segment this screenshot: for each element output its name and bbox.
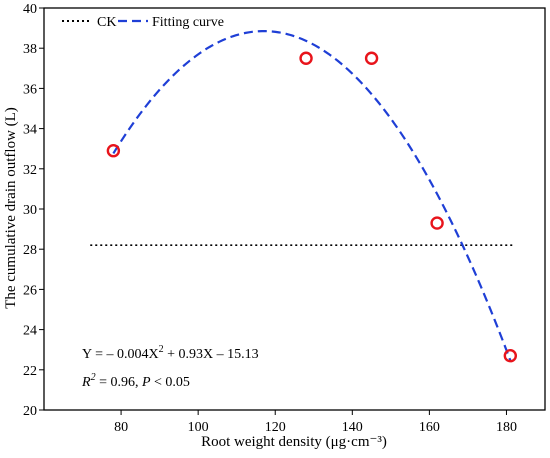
x-tick-label: 120 — [265, 420, 286, 435]
fit-equation-rest: + 0.93X – 15.13 — [164, 347, 259, 362]
legend-ck-label: CK — [97, 15, 116, 30]
data-point — [299, 51, 313, 65]
data-point — [364, 51, 379, 65]
y-tick-label: 24 — [23, 324, 37, 339]
y-tick-label: 38 — [23, 42, 37, 57]
x-tick-label: 140 — [342, 420, 363, 435]
x-tick-label: 80 — [114, 420, 128, 435]
data-point — [503, 349, 518, 363]
fit-equation: Y = – 0.004X2 + 0.93X – 15.13 — [82, 344, 259, 362]
y-tick-label: 30 — [23, 203, 37, 218]
x-tick-label: 160 — [419, 420, 440, 435]
y-tick-label: 40 — [23, 2, 37, 17]
x-tick-label: 100 — [188, 420, 209, 435]
y-tick-label: 22 — [23, 364, 37, 379]
legend-fit-label: Fitting curve — [152, 15, 224, 30]
y-axis: 20 22 24 26 28 30 32 34 36 38 40 — [23, 2, 44, 419]
fit-stats-r: R — [81, 375, 91, 390]
fit-stats-p: P — [141, 375, 151, 390]
data-point — [430, 216, 444, 230]
fit-equation-main: Y = – 0.004X — [82, 347, 159, 362]
data-point — [106, 144, 121, 158]
x-tick-label: 180 — [496, 420, 517, 435]
x-axis: 80 100 120 140 160 180 — [114, 410, 517, 435]
y-tick-label: 34 — [23, 123, 37, 138]
x-axis-title: Root weight density (μg·cm⁻³) — [201, 434, 387, 450]
fit-equation-exp: 2 — [159, 344, 164, 355]
fit-stats: R2 = 0.96, P < 0.05 — [81, 372, 190, 390]
y-tick-label: 20 — [23, 404, 37, 419]
series-layer — [90, 30, 515, 361]
data-points — [106, 51, 518, 363]
y-tick-label: 36 — [23, 82, 37, 97]
y-tick-label: 28 — [23, 243, 37, 258]
fit-stats-r-exp: 2 — [91, 372, 96, 383]
y-tick-label: 26 — [23, 283, 37, 298]
fit-stats-p-value: < 0.05 — [151, 375, 190, 390]
legend: CK Fitting curve — [62, 15, 224, 30]
y-axis-title: The cumulative drain outflow (L) — [3, 107, 19, 309]
fitting-curve — [112, 30, 512, 361]
fit-stats-r-value: = 0.96, — [96, 375, 142, 390]
y-tick-label: 32 — [23, 163, 37, 178]
